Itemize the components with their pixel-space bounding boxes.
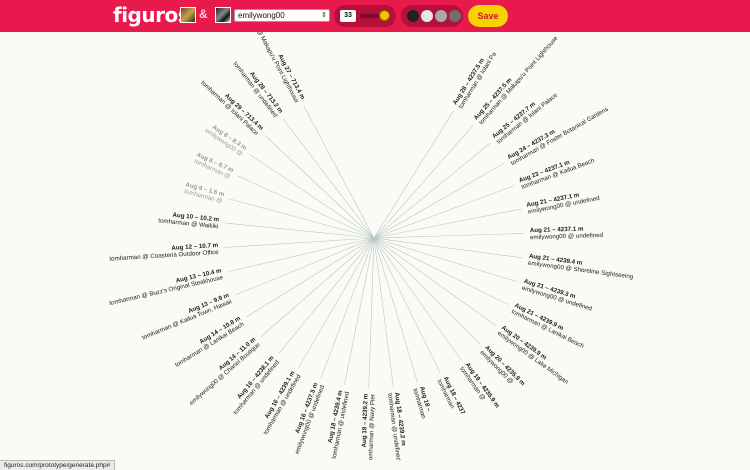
radial-spoke	[373, 237, 418, 382]
radial-spoke	[229, 198, 375, 239]
count-control: 33	[334, 5, 396, 27]
radial-spoke	[373, 208, 522, 239]
ampersand-label: &	[199, 7, 208, 21]
checkin-date: Aug 10 – 10.2 m	[172, 212, 220, 224]
radial-spoke	[224, 237, 375, 248]
user-select-dropdown[interactable]: emilywong00 ⇕	[234, 9, 330, 22]
radial-spoke	[373, 110, 454, 239]
radial-spoke	[237, 175, 375, 239]
save-button[interactable]: Save	[468, 5, 508, 27]
radial-spoke	[368, 237, 375, 388]
checkin-place: tomharman @ Coasteria Outdoor Office	[109, 249, 219, 263]
radial-spoke	[303, 105, 375, 239]
checkin-label[interactable]: Aug 25 – 4237.5 mtomharman @ Makapu'u Po…	[473, 32, 560, 127]
radial-spoke	[373, 237, 496, 326]
color-swatch-group	[401, 5, 463, 27]
radial-spoke	[224, 222, 375, 239]
checkin-date: Aug 18 – 4239.2 m	[361, 393, 370, 447]
top-toolbar: figuros & emilywong00 ⇕ 33 Save	[0, 0, 750, 32]
color-swatch-dark-gray[interactable]	[449, 10, 461, 22]
checkin-label[interactable]: Aug 8 – 8.3 memilywong00 @	[203, 121, 248, 158]
checkin-label[interactable]: Aug 18 –tomharman	[411, 386, 434, 421]
radial-spoke	[373, 237, 462, 361]
color-swatch-white[interactable]	[421, 10, 433, 22]
radial-spoke	[282, 118, 375, 239]
radial-spoke	[373, 237, 441, 373]
checkin-date: Aug 12 – 10.7 m	[171, 242, 219, 252]
checkin-label[interactable]: Aug 18 – 4239.2 mtomharman @ Navy Pier	[360, 393, 377, 460]
checkin-label[interactable]: Aug 18 – 4239.4 mtomharman @ undefined	[324, 389, 351, 459]
app-logo[interactable]: figuros	[113, 3, 190, 27]
checkin-place: tomharman @ Navy Pier	[367, 394, 376, 460]
color-swatch-black[interactable]	[407, 10, 419, 22]
checkin-label[interactable]: Aug 10 – 10.2 mtomharman @ Waikiki	[158, 210, 220, 231]
radial-spoke	[227, 237, 375, 273]
radial-spoke	[298, 237, 375, 368]
user-avatar-selected[interactable]	[215, 7, 231, 23]
radial-spoke	[249, 154, 375, 239]
checkin-place: emilywong00 @ undefined	[530, 232, 604, 241]
count-slider-track[interactable]	[360, 14, 388, 18]
checkin-label[interactable]: Aug 12 – 10.7 mtomharman @ Coasteria Out…	[109, 242, 220, 263]
checkin-label[interactable]: Aug 8 – 8.7 mtomharman @	[192, 151, 235, 180]
radial-spoke	[320, 237, 375, 379]
radial-spoke	[278, 237, 375, 354]
radial-spoke	[373, 233, 524, 239]
radial-spoke	[264, 135, 375, 239]
checkin-label[interactable]: Aug 21 – 4237.1 memilywong00 @ undefined	[526, 188, 601, 216]
checkin-label[interactable]: Aug 18 – 4237tomharman	[436, 375, 467, 419]
chevron-updown-icon: ⇕	[321, 12, 327, 19]
checkin-date: Aug 21 – 4237.1 m	[530, 226, 584, 235]
radial-spoke	[373, 237, 523, 259]
radial-spoke	[373, 125, 474, 239]
color-swatch-gray[interactable]	[435, 10, 447, 22]
checkin-label[interactable]: Aug 21 – 4239.3 memilywong00 @ undefined	[521, 278, 595, 313]
checkin-label[interactable]: Aug 21 – 4239.4 memilywong00 @ Shoreline…	[528, 253, 636, 281]
radial-spoke	[373, 142, 491, 239]
radial-spoke	[373, 163, 505, 239]
radial-spoke	[373, 185, 515, 239]
radial-checkin-visualization: Aug 28 – 4237.5 mtomharman @ Iolani PaAu…	[109, 32, 636, 460]
radial-spoke	[260, 237, 375, 337]
checkin-label[interactable]: Aug 21 – 4237.1 memilywong00 @ undefined	[530, 225, 604, 242]
checkin-label[interactable]: Aug 27 – 713.4 mtomharman @ Makapu'u Poi…	[240, 32, 307, 105]
count-value: 33	[340, 10, 356, 22]
radial-spoke	[235, 237, 375, 296]
radial-spoke	[344, 237, 375, 386]
status-bar-url: figuros.com/prototype/generate.php#	[0, 460, 116, 470]
user-select-value: emilywong00	[238, 11, 285, 20]
radial-spoke	[373, 237, 481, 345]
count-slider-handle[interactable]	[378, 10, 390, 21]
radial-spoke	[246, 237, 375, 318]
checkin-label[interactable]: Aug 9 – 1.6 mtomharman @	[183, 181, 226, 205]
radial-spoke	[373, 237, 509, 305]
radial-spoke	[373, 237, 394, 387]
checkin-label[interactable]: Aug 18 – 4239.2 mtomharman @ undefined	[386, 392, 409, 460]
user-avatar-tomharman[interactable]	[180, 7, 196, 23]
radial-spoke	[373, 237, 518, 283]
